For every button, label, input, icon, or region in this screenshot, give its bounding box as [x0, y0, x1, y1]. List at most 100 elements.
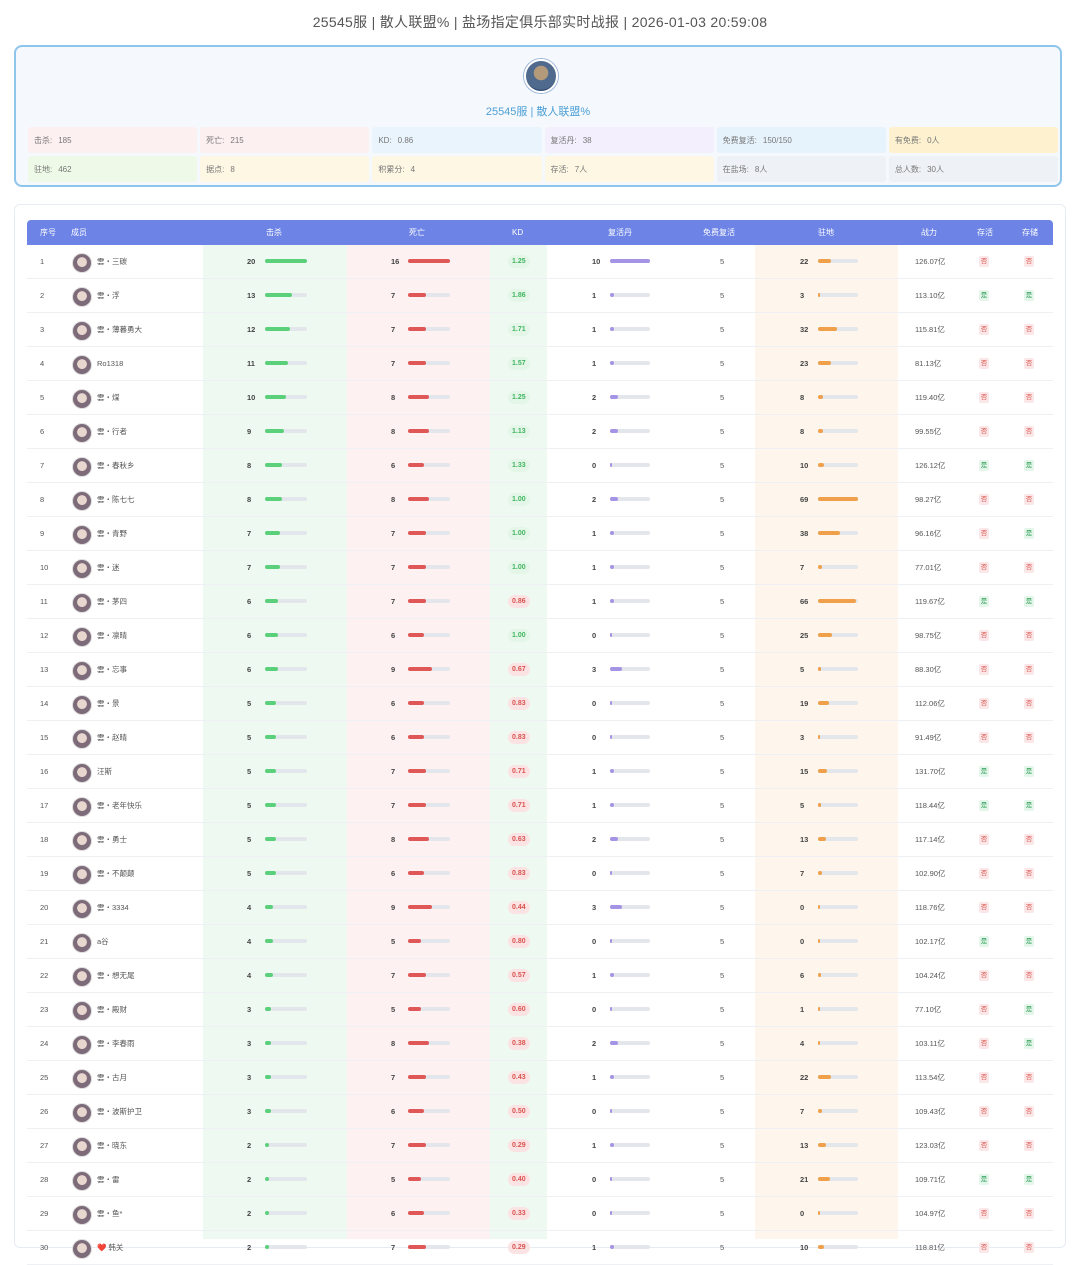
table-row[interactable]: 16 汪斯 5 7 0.71 1 5 15 131.70亿是是 [27, 755, 1053, 789]
summary-stat: 驻地: 462 [28, 156, 198, 182]
table-row[interactable]: 5 雲・煤 10 8 1.25 2 5 8 119.40亿 否 否 [27, 381, 1053, 415]
table-row[interactable]: 17 雲・老年快乐 5 7 0.71 1 5 5 118.44亿 是 是 [27, 789, 1053, 823]
table-row[interactable]: 25 雲・古月 3 7 0.43 1 5 22 113.54亿 否 否 [27, 1061, 1053, 1095]
member-name[interactable]: 雲・三碳 [97, 257, 127, 266]
table-row[interactable]: 8 雲・陈七七 8 8 1.00 2 5 69 98.27亿 否 否 [27, 483, 1053, 517]
member-name[interactable]: a谷 [97, 937, 109, 946]
table-row[interactable]: 26 雲・波斯护卫 3 6 0.50 0 5 7 109.43亿 否 否 [27, 1095, 1053, 1129]
store-tag: 是 [1024, 766, 1034, 777]
table-row[interactable]: 29 雲・鱼* 2 6 0.33 0 5 0 104.97亿 否 否 [27, 1197, 1053, 1231]
col-header-free[interactable]: 免费复活 [703, 228, 735, 237]
member-name[interactable]: 雲・春秋乡 [97, 461, 135, 470]
member-name[interactable]: 雲・3334 [97, 903, 129, 912]
kills-value: 5 [247, 801, 252, 810]
col-header-store[interactable]: 存储 [1022, 228, 1038, 237]
kills-bar-fill [265, 531, 280, 535]
member-name[interactable]: 雲・景 [97, 699, 120, 708]
member-name[interactable]: 雲・赵晴 [97, 733, 127, 742]
base-value: 10 [800, 461, 809, 470]
base-bar-fill [818, 1245, 824, 1249]
table-row[interactable]: 1 雲・三碳 20 16 1.25 10 5 22 126.07亿 否 否 [27, 245, 1053, 279]
col-header-base[interactable]: 驻地 [818, 228, 834, 237]
base-value: 4 [800, 1039, 805, 1048]
kills-bar-fill [265, 1211, 270, 1215]
member-name[interactable]: 雲・迷 [97, 563, 120, 572]
table-row[interactable]: 18 雲・勇士 5 8 0.63 2 5 13 117.14亿 否 否 [27, 823, 1053, 857]
member-name[interactable]: 雲・凛晴 [97, 631, 127, 640]
col-header-revive[interactable]: 复活丹 [608, 228, 632, 237]
table-row[interactable]: 7 雲・春秋乡 8 6 1.33 0 5 10 126.12亿 是 是 [27, 449, 1053, 483]
table-row[interactable]: 20 雲・3334 4 9 0.44 3 5 0 118.76亿 否 否 [27, 891, 1053, 925]
kills-value: 3 [247, 1005, 252, 1014]
table-row[interactable]: 12 雲・凛晴 6 6 1.00 0 5 25 98.75亿 否 否 [27, 619, 1053, 653]
col-header-index[interactable]: 序号 [40, 228, 56, 237]
col-header-kd[interactable]: KD [512, 228, 524, 237]
member-name[interactable]: ❤️ 韩关 [97, 1243, 124, 1252]
member-name[interactable]: 雲・李春雨 [97, 1039, 135, 1048]
table-row[interactable]: 22 雲・想无尾 4 7 0.57 1 5 6 104.24亿 否 否 [27, 959, 1053, 993]
base-value: 3 [800, 291, 805, 300]
deaths-value: 7 [391, 563, 396, 572]
base-value: 8 [800, 393, 805, 402]
member-name[interactable]: 雲・想无尾 [97, 971, 135, 980]
member-name[interactable]: 雲・忘事 [97, 665, 127, 674]
row-index: 18 [40, 835, 49, 844]
table-row[interactable]: 27 雲・晓东 2 7 0.29 1 5 13 123.03亿否否 [27, 1129, 1053, 1163]
base-value: 23 [800, 359, 809, 368]
base-bar-fill [818, 939, 820, 943]
table-row[interactable]: 19 雲・不颠颠 5 6 0.83 0 5 7 102.90亿 否 否 [27, 857, 1053, 891]
kills-bar [265, 259, 307, 263]
member-name[interactable]: 雲・陈七七 [97, 495, 135, 504]
member-avatar [72, 525, 92, 545]
member-name[interactable]: 雲・行者 [97, 427, 127, 436]
store-tag: 否 [1024, 324, 1034, 335]
col-header-kills[interactable]: 击杀 [266, 228, 282, 237]
table-row[interactable]: 3 雲・薄暮勇大 12 7 1.71 1 5 32 115.81亿 否 否 [27, 313, 1053, 347]
kills-bar-fill [265, 769, 276, 773]
table-row[interactable]: 21 a谷 4 5 0.80 0 5 0 102.17亿 是 是 [27, 925, 1053, 959]
member-name[interactable]: 汪斯 [97, 767, 112, 776]
revive-bar [610, 735, 650, 739]
member-name[interactable]: 雲・煤 [97, 393, 120, 402]
col-header-member[interactable]: 成员 [71, 228, 87, 237]
table-row[interactable]: 23 雲・殿财 3 5 0.60 0 5 1 77.10亿 否 是 [27, 993, 1053, 1027]
member-name[interactable]: 雲・青野 [97, 529, 127, 538]
member-name[interactable]: 雲・不颠颠 [97, 869, 135, 878]
table-row[interactable]: 14 雲・景 5 6 0.83 0 5 19 112.06亿 否 否 [27, 687, 1053, 721]
table-row[interactable]: 15 雲・赵晴 5 6 0.83 0 5 3 91.49亿 否 否 [27, 721, 1053, 755]
col-header-power[interactable]: 战力 [921, 228, 937, 237]
member-name[interactable]: 雲・浮 [97, 291, 120, 300]
member-name[interactable]: 雲・殿财 [97, 1005, 127, 1014]
deaths-bar [408, 667, 450, 671]
member-name[interactable]: 雲・老年快乐 [97, 801, 142, 810]
table-row[interactable]: 6 雲・行者 9 8 1.13 2 5 8 99.55亿 否 否 [27, 415, 1053, 449]
member-name[interactable]: 雲・勇士 [97, 835, 127, 844]
col-header-alive[interactable]: 存活 [977, 228, 993, 237]
member-name[interactable]: 雲・薄暮勇大 [97, 325, 142, 334]
member-name[interactable]: 雲・晓东 [97, 1141, 127, 1150]
table-row[interactable]: 9 雲・青野 7 7 1.00 1 5 38 96.16亿 否 是 [27, 517, 1053, 551]
member-name[interactable]: 雲・鱼* [97, 1209, 123, 1218]
base-bar [818, 463, 858, 467]
table-row[interactable]: 2 雲・浮 13 7 1.86 1 5 3 113.10亿 是 是 [27, 279, 1053, 313]
member-name[interactable]: 雲・古月 [97, 1073, 127, 1082]
power-value: 118.44亿 [915, 801, 945, 810]
table-row[interactable]: 13 雲・忘事 6 9 0.67 3 5 5 88.30亿 否 否 [27, 653, 1053, 687]
table-row[interactable]: 24 雲・李春雨 3 8 0.38 2 5 4 103.11亿 否 是 [27, 1027, 1053, 1061]
revive-value: 1 [592, 325, 597, 334]
table-row[interactable]: 30 ❤️ 韩关 2 7 0.29 1 5 10 118.81亿 否 否 [27, 1231, 1053, 1265]
member-name[interactable]: Ro1318 [97, 359, 124, 368]
table-row[interactable]: 4 Ro1318 11 7 1.57 1 5 23 81.13亿 否 否 [27, 347, 1053, 381]
revive-value: 2 [592, 427, 597, 436]
kills-bar [265, 361, 307, 365]
col-header-deaths[interactable]: 死亡 [409, 228, 425, 237]
row-index: 27 [40, 1141, 49, 1150]
free-revive-value: 5 [720, 1073, 725, 1082]
member-name[interactable]: 雲・波斯护卫 [97, 1107, 142, 1116]
table-row[interactable]: 10 雲・迷 7 7 1.00 1 5 7 77.01亿 否 否 [27, 551, 1053, 585]
table-row[interactable]: 28 雲・雷 2 5 0.40 0 5 21 109.71亿 是 是 [27, 1163, 1053, 1197]
table-row[interactable]: 11 雲・茅四 6 7 0.86 1 5 66 119.67亿 是 是 [27, 585, 1053, 619]
base-value: 22 [800, 1073, 809, 1082]
member-name[interactable]: 雲・茅四 [97, 597, 127, 606]
member-name[interactable]: 雲・雷 [97, 1175, 120, 1184]
